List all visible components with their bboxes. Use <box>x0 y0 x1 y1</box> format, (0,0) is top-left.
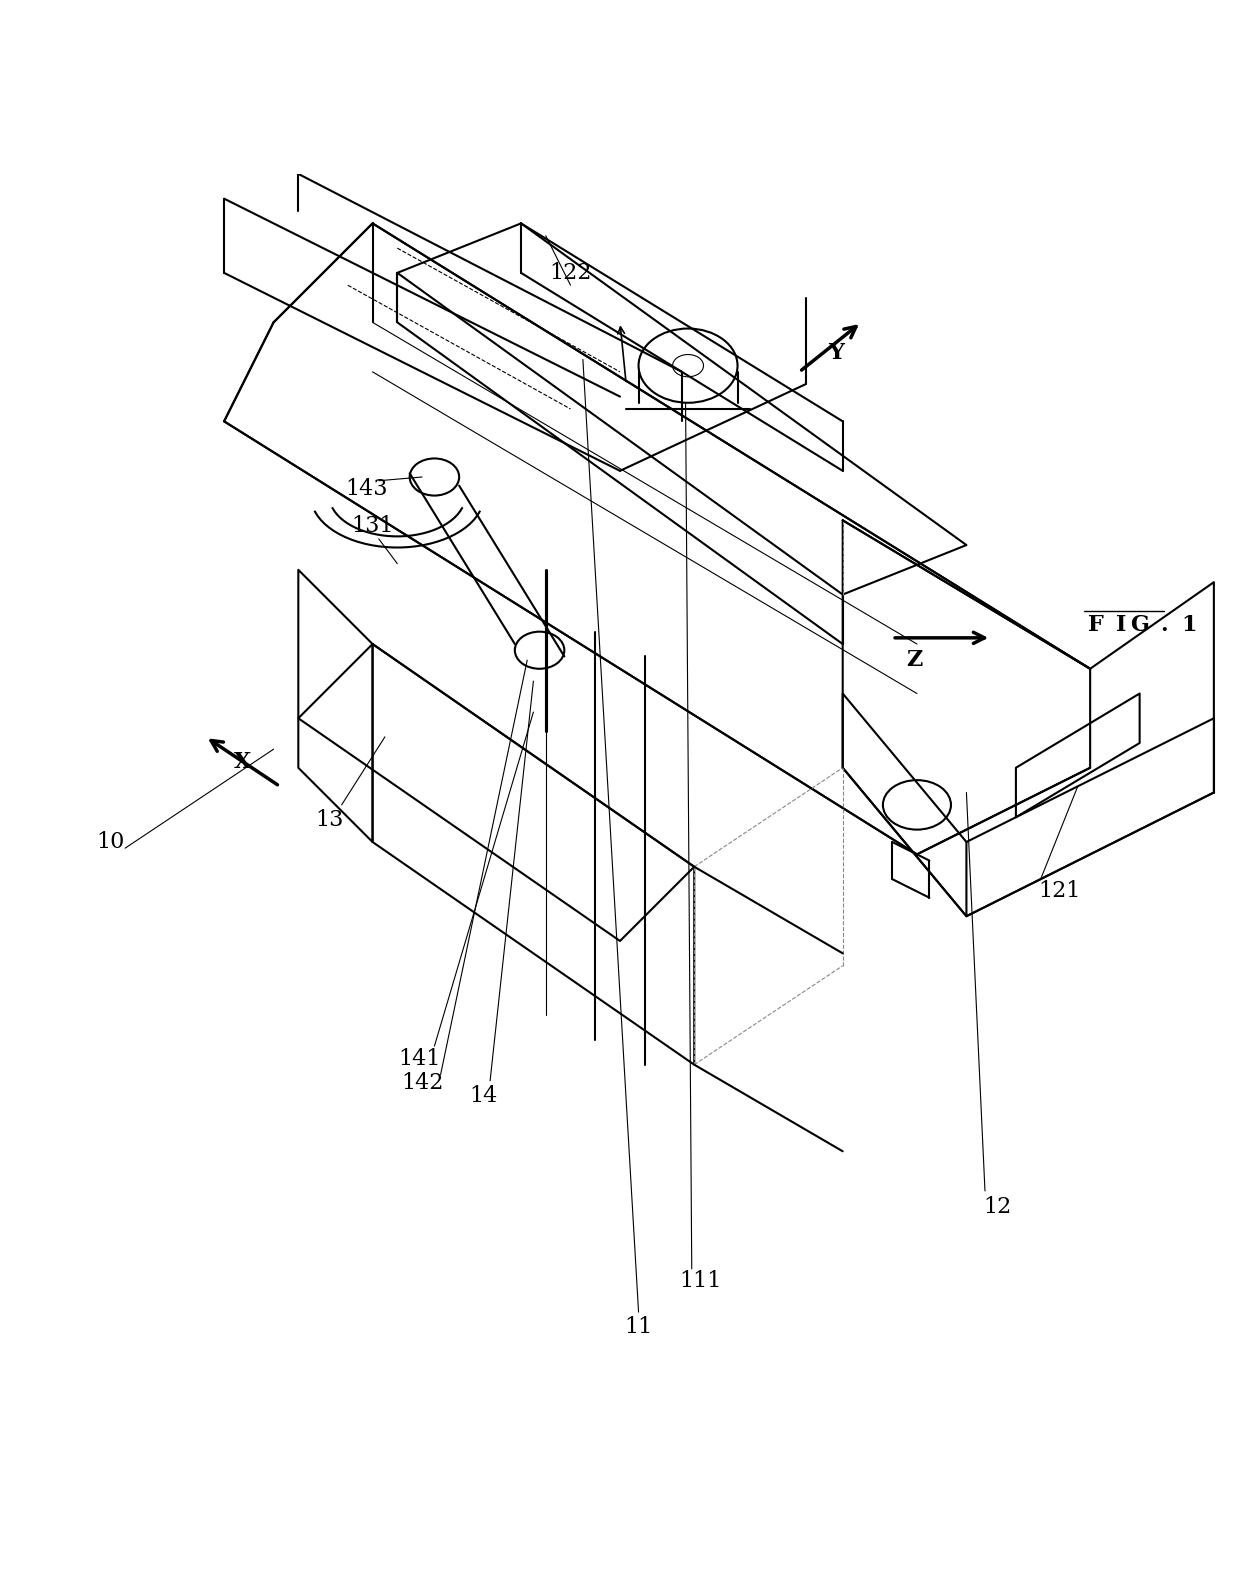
Text: 13: 13 <box>315 808 343 831</box>
Text: Y: Y <box>828 342 844 365</box>
Text: G: G <box>1130 615 1149 637</box>
Text: 122: 122 <box>549 262 591 284</box>
Text: 143: 143 <box>345 479 388 501</box>
Text: 12: 12 <box>983 1197 1012 1217</box>
Text: .: . <box>1161 615 1168 637</box>
Text: 142: 142 <box>401 1071 443 1094</box>
Text: 11: 11 <box>625 1316 652 1338</box>
Text: 111: 111 <box>680 1270 722 1292</box>
Text: X: X <box>234 751 252 772</box>
Text: Z: Z <box>906 650 923 670</box>
Text: 10: 10 <box>95 831 124 853</box>
Text: 121: 121 <box>1038 881 1080 902</box>
Text: 131: 131 <box>351 515 394 537</box>
Text: 14: 14 <box>470 1084 498 1106</box>
Text: I: I <box>1116 615 1126 637</box>
Text: 1: 1 <box>1182 615 1197 637</box>
Text: F: F <box>1089 615 1104 637</box>
Text: 141: 141 <box>398 1048 440 1070</box>
